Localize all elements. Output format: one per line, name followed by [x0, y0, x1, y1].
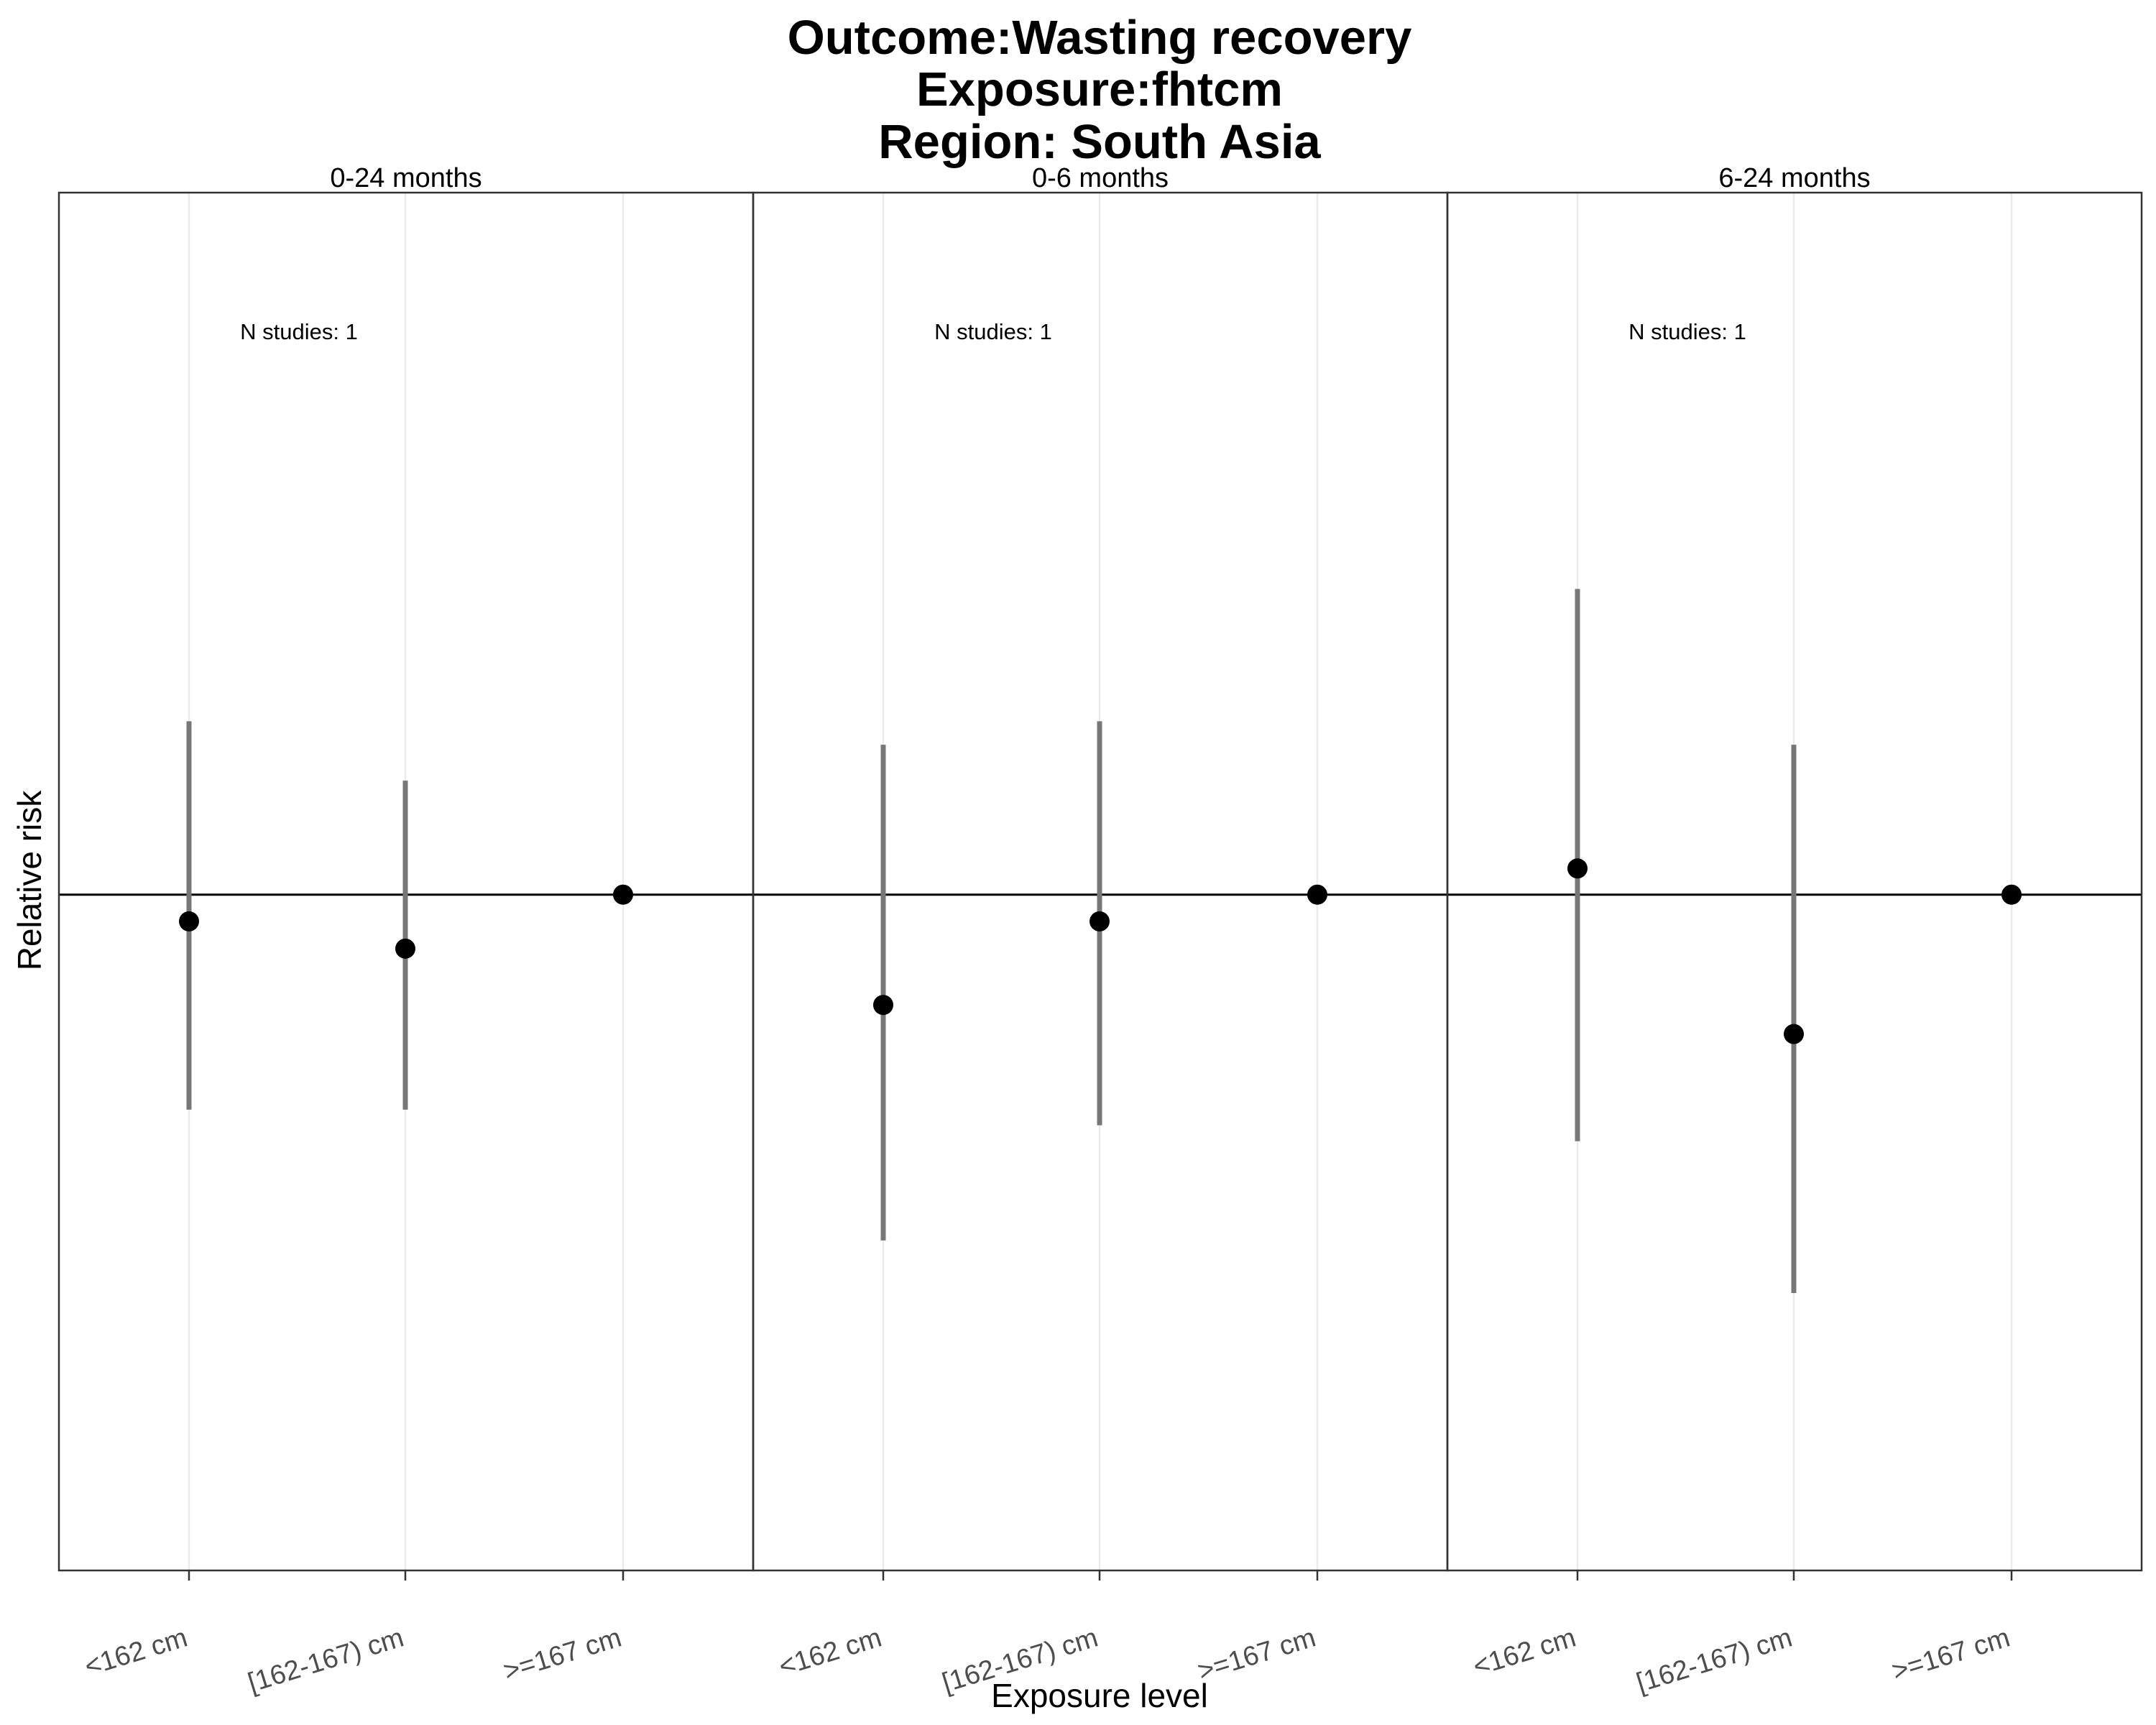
panel-strip-label: 0-6 months [1032, 163, 1169, 193]
x-tick-label: >=167 cm [500, 1622, 625, 1687]
chart-title-line-3: Region: South Asia [878, 115, 1321, 169]
point-estimate [1567, 858, 1588, 879]
chart-title: Outcome:Wasting recovery Exposure:fhtcm … [788, 11, 1412, 169]
y-axis-title: Relative risk [11, 790, 48, 971]
panel-strip-label: 0-24 months [330, 163, 482, 193]
facet-panel-1: 0-24 months N studies: 1 <162 cm [162-167) … [57, 163, 755, 1698]
x-tick-label: >=167 cm [1194, 1622, 1319, 1687]
point-estimate [613, 884, 633, 905]
n-studies-annotation: N studies: 1 [1628, 319, 1746, 344]
chart-title-line-2: Exposure:fhtcm [916, 63, 1283, 116]
x-tick-label: >=167 cm [1889, 1622, 2014, 1687]
point-estimate [1089, 911, 1110, 932]
point-estimate [2001, 884, 2022, 905]
point-estimate [1307, 884, 1327, 905]
x-tick-label: [162-167) cm [1633, 1622, 1795, 1698]
x-tick-label: <162 cm [81, 1622, 191, 1682]
x-tick-label: <162 cm [775, 1622, 885, 1682]
panel-strip-label: 6-24 months [1718, 163, 1870, 193]
point-estimate [395, 938, 415, 959]
point-estimate [873, 995, 893, 1016]
x-tick-label: <162 cm [1470, 1622, 1580, 1682]
chart-title-line-1: Outcome:Wasting recovery [788, 11, 1412, 65]
n-studies-annotation: N studies: 1 [240, 319, 358, 344]
point-estimate [1784, 1024, 1804, 1044]
facet-panels: 0-24 months N studies: 1 <162 cm [162-167) … [57, 163, 2143, 1698]
point-estimate [179, 911, 199, 932]
x-axis-title: Exposure level [991, 1677, 1208, 1714]
x-tick-label: [162-167) cm [244, 1622, 407, 1698]
n-studies-annotation: N studies: 1 [934, 319, 1052, 344]
facet-panel-3: 6-24 months N studies: 1 <162 cm [162-167) … [1446, 163, 2143, 1698]
